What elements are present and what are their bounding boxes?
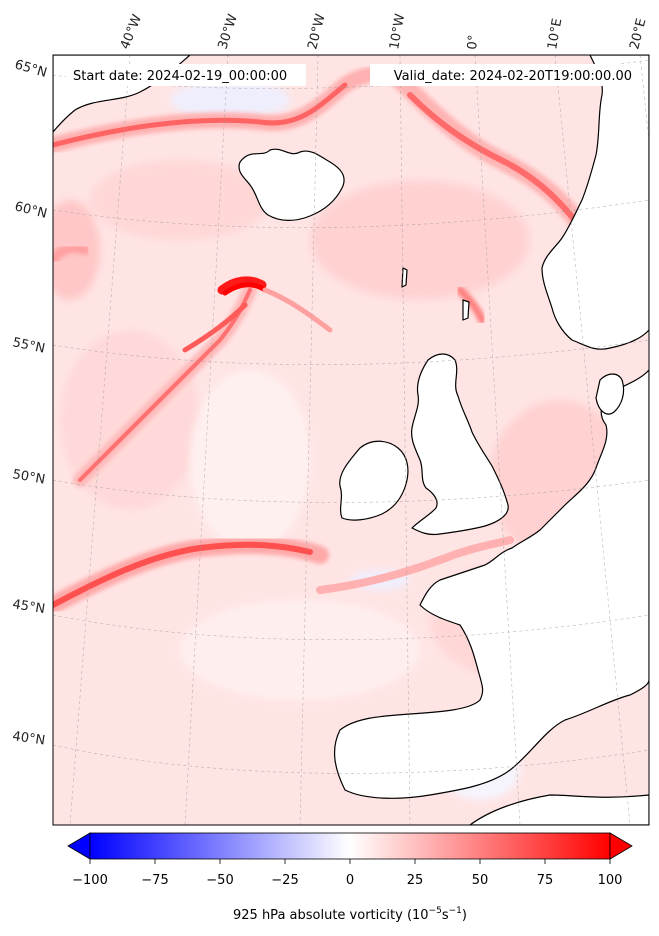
colorbar-tick-label: 0 (346, 873, 354, 888)
colorbar-tick-label: −25 (271, 873, 298, 888)
valid-date-box (370, 64, 636, 86)
continental-europe (334, 369, 649, 799)
start-date-box (66, 64, 306, 86)
colorbar-tick-label: −100 (72, 873, 108, 888)
colorbar-tick-label: −50 (206, 873, 233, 888)
iceland (238, 148, 345, 221)
colorbar-ticks: −100 −75 −50 −25 0 25 50 75 100 (72, 859, 622, 888)
denmark (595, 373, 625, 415)
colorbar: −100 −75 −50 −25 0 25 50 75 100 925 hPa absolute… (67, 832, 633, 923)
colorbar-bar (89, 832, 611, 860)
lat-label-40n: 40°N (11, 729, 46, 748)
lat-label-55n: 55°N (11, 335, 46, 356)
colorbar-min-extend (67, 832, 91, 860)
ireland (339, 440, 409, 521)
lat-label-60n: 60°N (13, 199, 48, 221)
longitude-labels: 40°W 30°W 20°W 10°W 0° 10°E 20°E (118, 12, 650, 51)
lon-label-20e: 20°E (627, 17, 649, 51)
north-africa (469, 794, 649, 825)
lat-label-65n: 65°N (13, 57, 49, 80)
colorbar-tick-label: 25 (407, 873, 424, 888)
start-date-text: Start date: 2024-02-19_00:00:00 (73, 69, 287, 84)
great-britain (411, 353, 509, 536)
lon-label-10e: 10°E (545, 17, 565, 50)
vorticity-filaments (53, 66, 599, 614)
scandinavia (541, 55, 649, 350)
orkney (462, 299, 470, 321)
header: Start date: 2024-02-19_00:00:00 Valid_da… (66, 64, 636, 86)
graticule (53, 55, 649, 825)
lat-label-50n: 50°N (11, 467, 46, 487)
lat-label-45n: 45°N (11, 597, 46, 617)
colorbar-tick-label: −75 (141, 873, 168, 888)
valid-date-text: Valid_date: 2024-02-20T19:00:00.00 (394, 69, 632, 84)
lon-label-20w: 20°W (305, 12, 328, 51)
colorbar-tick-label: 50 (472, 873, 489, 888)
colorbar-tick-label: 75 (537, 873, 554, 888)
lon-label-40w: 40°W (118, 12, 145, 51)
map-panel (53, 55, 649, 825)
map-frame (52, 54, 650, 826)
lon-label-10w: 10°W (387, 13, 408, 51)
lon-label-30w: 30°W (216, 12, 241, 51)
latitude-labels: 65°N 60°N 55°N 50°N 45°N 40°N (11, 57, 48, 748)
shetland (401, 267, 408, 288)
colorbar-max-extend (609, 832, 633, 860)
land (53, 55, 649, 825)
colorbar-tick-label: 100 (598, 873, 623, 888)
colorbar-label: 925 hPa absolute vorticity (10−5s−1) (233, 906, 467, 923)
lon-label-0: 0° (465, 34, 481, 50)
